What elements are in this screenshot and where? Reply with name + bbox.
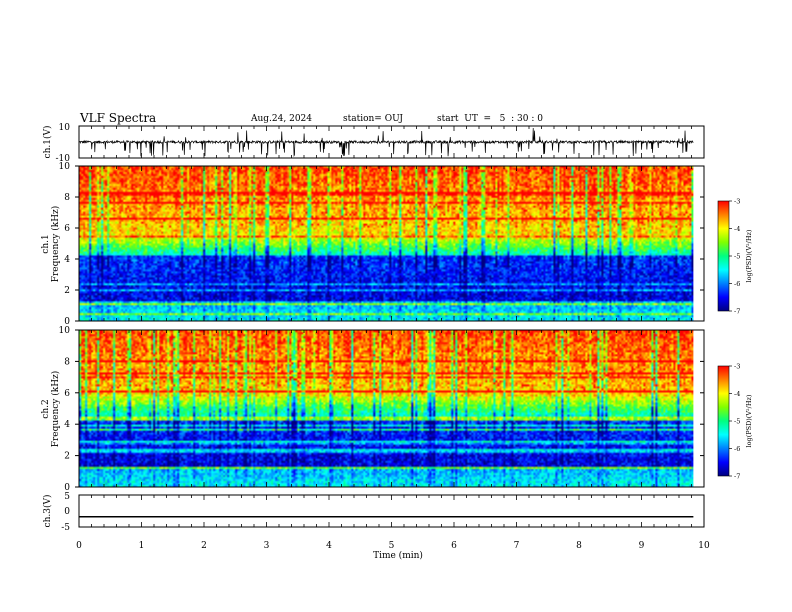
freq-tick-label: 4: [64, 255, 70, 265]
ch2-spec-ylabel-channel: ch.2: [41, 399, 51, 418]
colorbar-tick-label: -4: [734, 225, 740, 233]
time-tick-label: 10: [698, 541, 710, 551]
time-tick-label: 1: [139, 541, 145, 551]
ch1-spectrogram-panel: 0 2 4 6 8 10 ch.1 Frequency (kHz): [41, 162, 705, 327]
freq-tick-label: 8: [64, 193, 70, 203]
ch1-colorbar-gradient: [717, 200, 730, 312]
time-tick-label: 0: [76, 541, 82, 551]
ch2-colorbar: -3 -4 -5 -6 -7 log(PSD)(V²/Hz): [717, 363, 753, 481]
freq-tick-label: 0: [64, 317, 70, 327]
ch2-spec-ylabel-freq: Frequency (kHz): [50, 371, 61, 448]
ch1-spectrogram-image: [79, 166, 694, 321]
freq-tick-label: 10: [59, 162, 71, 172]
header-date: Aug.24, 2024: [251, 114, 312, 124]
ch3-ytick-bottom: -5: [61, 523, 70, 533]
ch1-xticks: [78, 126, 705, 158]
time-axis-tick-labels: 0 1 2 3 4 5 6 7 8 9 10: [76, 541, 710, 551]
colorbar-tick-label: -6: [734, 280, 740, 288]
header-station: station= OUJ: [343, 114, 404, 124]
colorbar-tick-label: -7: [734, 308, 740, 316]
colorbar-tick-label: -5: [734, 253, 740, 261]
colorbar-tick-label: -6: [734, 445, 740, 453]
time-tick-label: 5: [389, 541, 395, 551]
ch1-spec-ylabel-channel: ch.1: [41, 234, 51, 253]
ch1-freq-ticks: 0 2 4 6 8 10: [59, 162, 704, 327]
time-tick-label: 3: [264, 541, 270, 551]
time-tick-label: 6: [451, 541, 457, 551]
ch1-ytick-top: 10: [59, 123, 71, 133]
ch2-spec-xticks: [78, 330, 705, 487]
colorbar-tick-label: -7: [734, 473, 740, 481]
ch1-colorbar-ticks: -3 -4 -5 -6 -7: [729, 198, 740, 316]
ch2-colorbar-label: log(PSD)(V²/Hz): [745, 394, 753, 447]
ch1-spec-xticks: [78, 166, 705, 321]
ch3-xticks: [78, 495, 705, 527]
time-tick-label: 7: [514, 541, 520, 551]
freq-tick-label: 10: [59, 326, 71, 336]
time-tick-label: 9: [639, 541, 645, 551]
freq-tick-label: 8: [64, 357, 70, 367]
header-start-time: start UT = 5 : 30 : 0: [437, 114, 543, 124]
ch3-ytick-top: 5: [64, 492, 70, 502]
ch2-colorbar-gradient: [717, 365, 730, 477]
ch1-waveform-panel: 10 -10 ch.1(V): [42, 123, 705, 164]
ch1-colorbar-label: log(PSD)(V²/Hz): [745, 229, 753, 282]
colorbar-tick-label: -5: [734, 418, 740, 426]
colorbar-tick-label: -3: [734, 363, 740, 371]
ch1-waveform-line: [78, 128, 694, 158]
time-tick-label: 4: [326, 541, 332, 551]
time-tick-label: 8: [576, 541, 582, 551]
ch2-spectrogram-panel: 0 2 4 6 8 10 ch.2 Frequency (kHz): [41, 326, 705, 493]
ch1-ytick-bottom: -10: [56, 154, 71, 164]
freq-tick-label: 6: [64, 389, 70, 399]
freq-tick-label: 4: [64, 420, 70, 430]
freq-tick-label: 2: [64, 286, 70, 296]
freq-tick-label: 2: [64, 452, 70, 462]
ch2-spectrogram-image: [79, 330, 694, 487]
ch3-ylabel: ch.3(V): [42, 495, 53, 528]
colorbar-tick-label: -3: [734, 198, 740, 206]
colorbar-tick-label: -4: [734, 390, 740, 398]
header-title: VLF Spectra: [80, 111, 157, 125]
ch3-waveform-panel: 5 0 -5 ch.3(V): [42, 492, 705, 533]
time-axis-label: Time (min): [373, 550, 423, 561]
ch1-ylabel: ch.1(V): [42, 126, 53, 159]
ch3-ytick-mid: 0: [64, 507, 70, 517]
ch1-spec-ylabel-freq: Frequency (kHz): [50, 206, 61, 283]
freq-tick-label: 0: [64, 483, 70, 493]
ch2-freq-ticks: 0 2 4 6 8 10: [59, 326, 704, 493]
ch2-colorbar-ticks: -3 -4 -5 -6 -7: [729, 363, 740, 481]
time-tick-label: 2: [201, 541, 207, 551]
freq-tick-label: 6: [64, 224, 70, 234]
ch1-colorbar: -3 -4 -5 -6 -7 log(PSD)(V²/Hz): [717, 198, 753, 316]
